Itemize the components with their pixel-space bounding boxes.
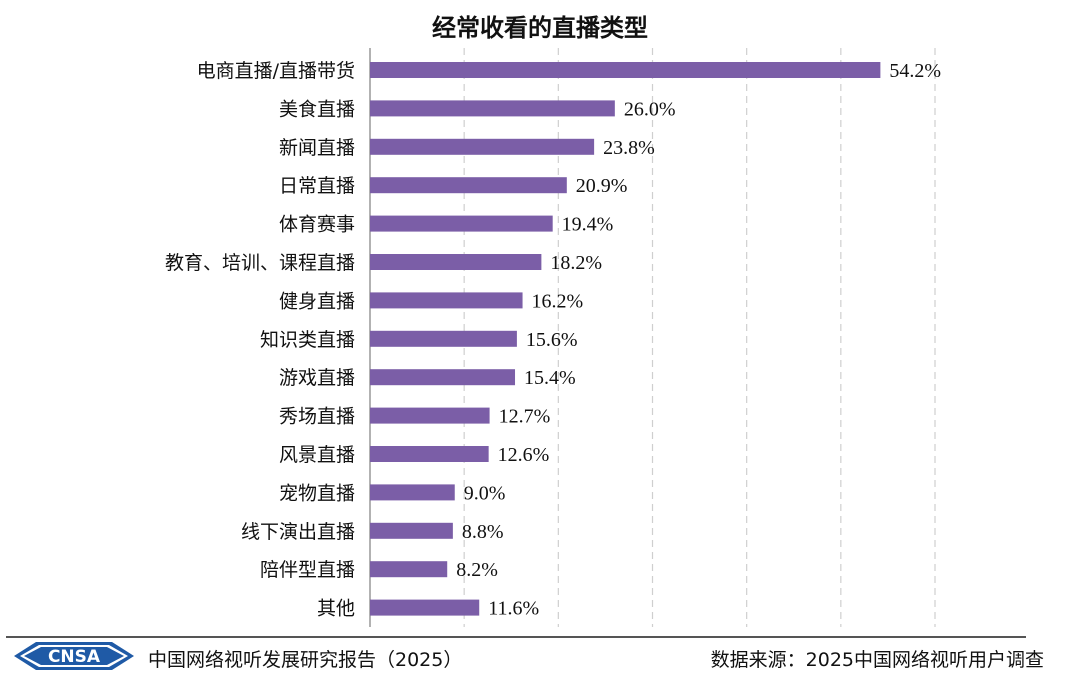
category-label: 宠物直播: [279, 482, 355, 504]
value-label: 23.8%: [603, 137, 655, 159]
value-label: 18.2%: [550, 252, 602, 274]
category-label: 教育、培训、课程直播: [165, 252, 355, 274]
bar: [370, 100, 615, 117]
value-label: 12.6%: [498, 444, 550, 466]
footer-divider: [6, 636, 1026, 638]
bar: [370, 407, 490, 424]
bar: [370, 215, 553, 232]
value-label: 8.2%: [456, 559, 498, 581]
category-label: 体育赛事: [279, 214, 355, 236]
footer-report-title: 中国网络视听发展研究报告（2025）: [148, 649, 463, 671]
bar: [370, 522, 453, 539]
value-label: 19.4%: [562, 214, 614, 236]
category-label: 风景直播: [279, 444, 355, 466]
value-label: 16.2%: [532, 290, 584, 312]
value-label: 26.0%: [624, 98, 676, 120]
bar-chart: 电商直播/直播带货 54.2% 美食直播 26.0% 新闻直播 23.8% 日常直播 20.9…: [165, 48, 941, 627]
category-label: 游戏直播: [279, 367, 355, 389]
value-label: 15.6%: [526, 329, 578, 351]
logo-text: CNSA: [48, 647, 101, 667]
value-label: 20.9%: [576, 175, 628, 197]
bar: [370, 254, 542, 270]
value-label: 54.2%: [889, 60, 941, 82]
category-label: 陪伴型直播: [260, 559, 355, 581]
value-label: 8.8%: [462, 521, 504, 543]
category-label: 新闻直播: [279, 137, 355, 159]
bar: [370, 599, 480, 616]
category-label: 知识类直播: [260, 329, 355, 351]
bar: [370, 330, 517, 347]
chart-title: 经常收看的直播类型: [432, 14, 648, 42]
category-label: 线下演出直播: [241, 521, 355, 543]
cnsa-logo: CNSA: [14, 642, 134, 670]
footer-data-source: 数据来源：2025中国网络视听用户调查: [710, 649, 1044, 671]
value-label: 9.0%: [464, 482, 506, 504]
bar: [370, 62, 881, 78]
bar: [370, 561, 448, 578]
value-label: 11.6%: [488, 598, 539, 620]
category-label: 其他: [317, 598, 355, 620]
bar: [370, 446, 489, 462]
category-label: 电商直播/直播带货: [197, 60, 355, 82]
bar: [370, 177, 567, 194]
category-label: 日常直播: [279, 175, 355, 197]
bar: [370, 369, 516, 386]
bars: 电商直播/直播带货 54.2% 美食直播 26.0% 新闻直播 23.8% 日常直播 20.9…: [165, 60, 941, 620]
value-label: 12.7%: [499, 406, 551, 428]
category-label: 健身直播: [279, 290, 355, 312]
category-label: 秀场直播: [279, 406, 355, 428]
category-label: 美食直播: [279, 98, 355, 120]
value-label: 15.4%: [524, 367, 576, 389]
bar: [370, 292, 523, 309]
bar: [370, 138, 595, 155]
bar: [370, 484, 455, 501]
